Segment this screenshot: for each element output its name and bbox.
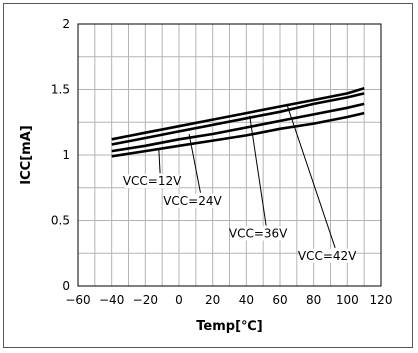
series-group xyxy=(111,86,365,158)
x-tick-label: 80 xyxy=(306,293,321,307)
chart-frame xyxy=(3,3,413,348)
x-tick-label: −20 xyxy=(133,293,158,307)
y-tick-label: 1 xyxy=(62,148,70,162)
annotation-leader xyxy=(249,115,267,226)
y-tick-label: 0 xyxy=(62,279,70,293)
annotation-leader xyxy=(158,148,161,174)
annotation-label-bg xyxy=(300,248,355,263)
x-axis-title: Temp[℃] xyxy=(196,319,262,334)
annotation-label-bg xyxy=(231,226,286,241)
y-axis-title: ICC[mA] xyxy=(19,125,34,184)
annotation-leader xyxy=(286,103,336,248)
annotation-label: VCC=24V xyxy=(163,194,222,208)
annotation-labels: VCC=12V VCC=24V VCC=36V VCC=42V xyxy=(123,174,357,263)
annotation-label: VCC=12V xyxy=(123,174,182,188)
annotation-label: VCC=42V xyxy=(298,249,357,263)
x-tick-labels: −60 −40 −20 0 20 40 60 80 100 120 xyxy=(65,293,392,307)
annotation-leaders xyxy=(158,103,336,248)
x-tick-label: −60 xyxy=(65,293,90,307)
y-tick-label: 2 xyxy=(62,17,70,31)
x-tick-label: 0 xyxy=(175,293,183,307)
annotation-label: VCC=36V xyxy=(229,227,288,241)
y-tick-label: 0.5 xyxy=(51,214,70,228)
x-tick-label: 20 xyxy=(205,293,220,307)
x-tick-label: 40 xyxy=(239,293,254,307)
annotation-label-bg xyxy=(125,174,180,189)
series-line xyxy=(111,111,365,158)
series-line xyxy=(111,86,365,141)
annotation-label-bg xyxy=(165,193,220,208)
x-tick-label: 120 xyxy=(370,293,393,307)
y-tick-labels: 0 0.5 1 1.5 2 xyxy=(51,17,70,293)
annotation-leader xyxy=(188,133,201,193)
x-tick-label: 100 xyxy=(336,293,359,307)
series-line xyxy=(111,102,365,153)
series-line xyxy=(111,92,365,146)
plot-area-border xyxy=(77,23,382,287)
y-tick-label: 1.5 xyxy=(51,83,70,97)
x-tick-label: 60 xyxy=(272,293,287,307)
x-tick-label: −40 xyxy=(99,293,124,307)
